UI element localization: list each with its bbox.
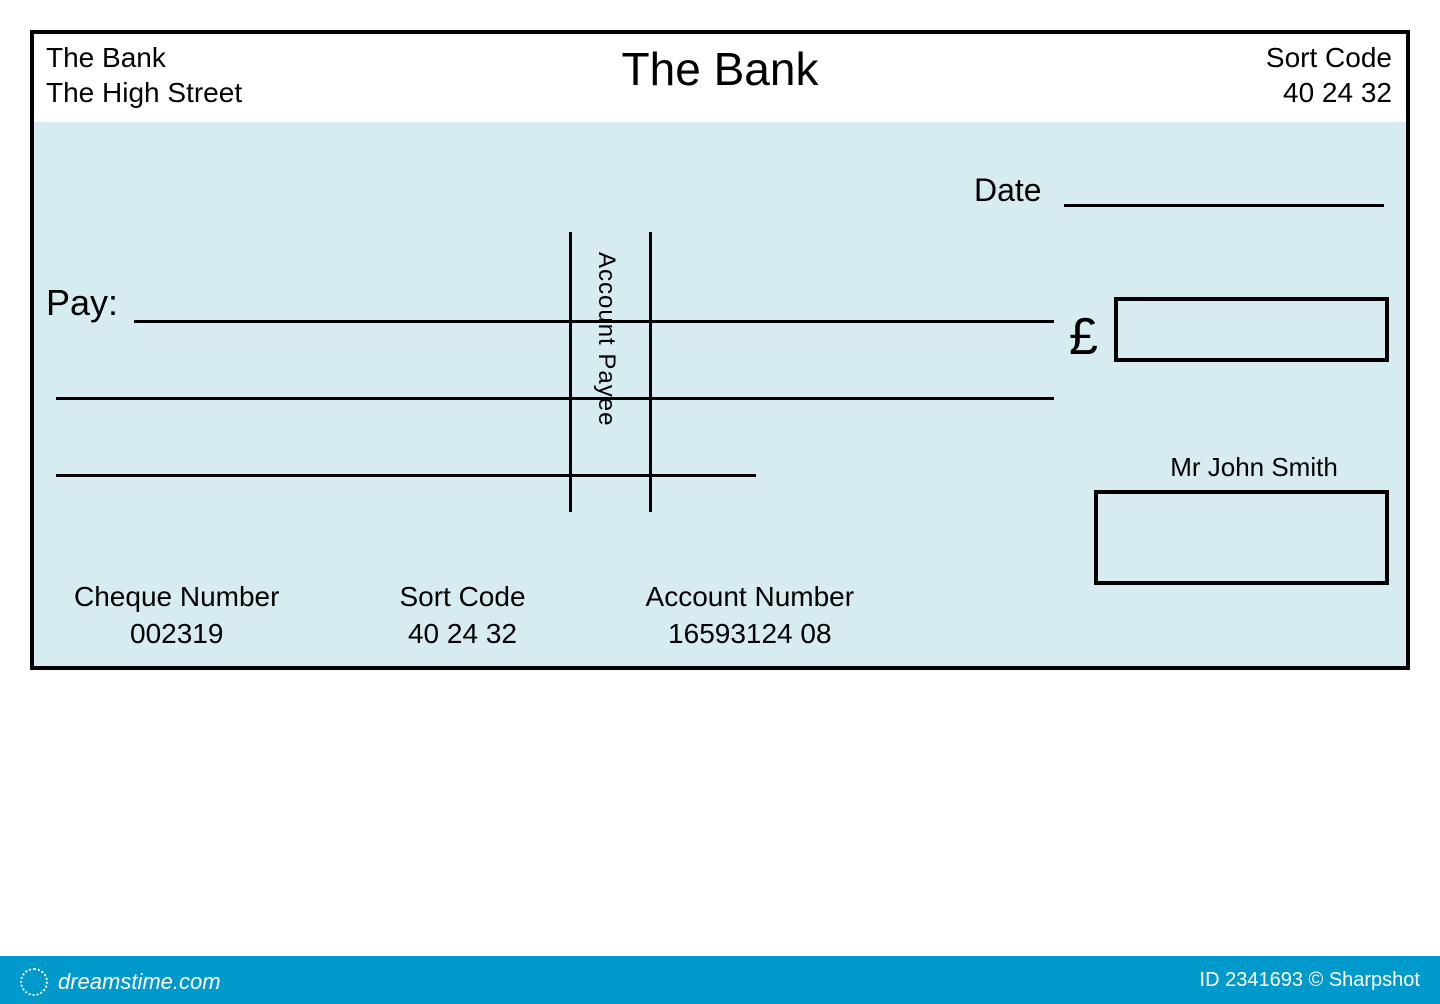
- footer-site-text: dreamstime.com: [58, 969, 221, 995]
- account-holder-name: Mr John Smith: [1124, 452, 1384, 483]
- sort-code-top: Sort Code 40 24 32: [1266, 40, 1392, 110]
- payee-line-2[interactable]: [56, 397, 1054, 400]
- sort-code-value-top: 40 24 32: [1266, 75, 1392, 110]
- currency-symbol: £: [1069, 307, 1098, 367]
- account-number-value: 16593124 08: [646, 616, 855, 652]
- signature-box[interactable]: [1094, 490, 1389, 585]
- account-payee-text: Account Payee: [594, 252, 620, 492]
- amount-box[interactable]: [1114, 297, 1389, 362]
- date-line[interactable]: [1064, 204, 1384, 207]
- date-label: Date: [974, 172, 1042, 209]
- cheque-container: The Bank The High Street The Bank Sort C…: [30, 30, 1410, 670]
- cheque-body: Date Pay: Account Payee £ Mr John Smith …: [34, 122, 1406, 666]
- pay-label: Pay:: [46, 282, 118, 324]
- cheque-header: The Bank The High Street The Bank Sort C…: [34, 34, 1406, 122]
- sort-code-label-bottom: Sort Code: [399, 579, 525, 615]
- sort-code-col: Sort Code 40 24 32: [399, 579, 525, 652]
- sort-code-value-bottom: 40 24 32: [399, 616, 525, 652]
- crossing-line-right: [649, 232, 652, 512]
- cheque-number-value: 002319: [74, 616, 279, 652]
- crossing-line-left: [569, 232, 572, 512]
- bottom-row: Cheque Number 002319 Sort Code 40 24 32 …: [74, 579, 974, 652]
- footer-left: dreamstime.com: [20, 968, 221, 996]
- camera-icon: [20, 968, 48, 996]
- cheque-number-col: Cheque Number 002319: [74, 579, 279, 652]
- bank-title: The Bank: [34, 42, 1406, 96]
- account-number-col: Account Number 16593124 08: [646, 579, 855, 652]
- account-number-label: Account Number: [646, 579, 855, 615]
- cheque-number-label: Cheque Number: [74, 579, 279, 615]
- footer-credit: ID 2341693 © Sharpshot: [1200, 969, 1420, 992]
- sort-code-label-top: Sort Code: [1266, 40, 1392, 75]
